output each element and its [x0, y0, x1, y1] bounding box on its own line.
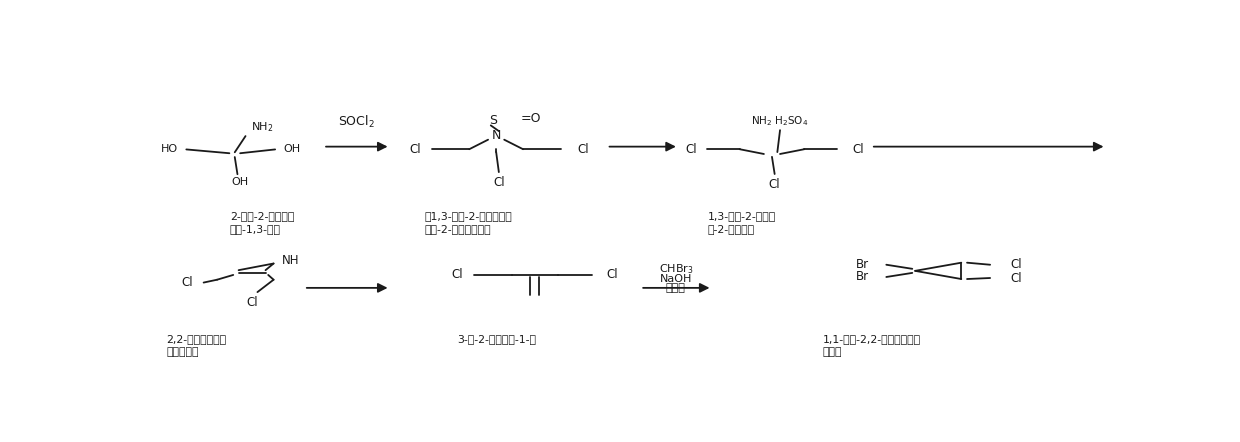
Text: Cl: Cl [181, 276, 193, 289]
Text: OH: OH [232, 177, 249, 187]
Text: 2-氨基-2-羟基甲基
丙烷-1,3-二醇: 2-氨基-2-羟基甲基 丙烷-1,3-二醇 [229, 211, 294, 235]
Text: N: N [491, 130, 501, 142]
Text: Cl: Cl [606, 268, 619, 281]
Text: Cl: Cl [769, 178, 780, 191]
Text: Cl: Cl [409, 143, 420, 156]
Text: NH$_2$ H$_2$SO$_4$: NH$_2$ H$_2$SO$_4$ [751, 114, 808, 128]
Text: 孤代盐: 孤代盐 [666, 283, 686, 293]
Text: Cl: Cl [451, 268, 463, 281]
Text: 1,1-二溴-2,2-双（氯甲基）
环丙烷: 1,1-二溴-2,2-双（氯甲基） 环丙烷 [823, 334, 921, 357]
Text: Cl: Cl [1011, 258, 1022, 271]
Text: NaOH: NaOH [660, 274, 692, 285]
Text: NH$_2$: NH$_2$ [250, 120, 274, 134]
Text: Cl: Cl [494, 176, 505, 189]
Text: Cl: Cl [684, 143, 697, 156]
Text: S: S [490, 114, 497, 127]
Text: Cl: Cl [1011, 271, 1022, 285]
Text: =O: =O [521, 112, 541, 125]
Text: OH: OH [283, 145, 300, 154]
Text: SOCl$_2$: SOCl$_2$ [339, 114, 376, 130]
Text: CHBr$_3$: CHBr$_3$ [658, 262, 693, 276]
Text: NH: NH [281, 254, 299, 267]
Text: Br: Br [856, 271, 869, 283]
Text: （1,3-二氯-2-（氯甲基）
丙烷-2-基）氨基硫酮: （1,3-二氯-2-（氯甲基） 丙烷-2-基）氨基硫酮 [424, 211, 512, 235]
Text: 2,2-双（氯甲基）
氮杂环丙烷: 2,2-双（氯甲基） 氮杂环丙烷 [166, 334, 227, 357]
Text: Cl: Cl [247, 296, 258, 309]
Text: HO: HO [161, 145, 179, 154]
Text: Cl: Cl [853, 143, 864, 156]
Text: 3-氯-2-氯甲基丙-1-烯: 3-氯-2-氯甲基丙-1-烯 [458, 334, 537, 344]
Text: Cl: Cl [577, 143, 589, 156]
Text: Br: Br [856, 258, 869, 271]
Text: 1,3-二氯-2-氯甲基
丙-2-胺硫酸盐: 1,3-二氯-2-氯甲基 丙-2-胺硫酸盐 [708, 211, 776, 235]
